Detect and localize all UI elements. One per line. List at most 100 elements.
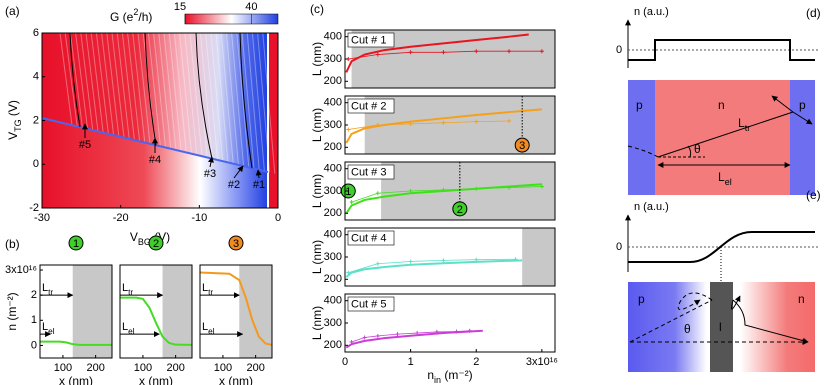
p-region <box>790 80 815 195</box>
y-tick-label: 400 <box>324 163 342 175</box>
data-point <box>474 186 479 191</box>
x-tick-label: 0 <box>342 356 348 368</box>
region-label: n <box>718 98 725 112</box>
frame <box>119 264 193 359</box>
profile <box>628 231 815 263</box>
panel-label: (c) <box>310 2 324 16</box>
label-part: L <box>202 321 208 333</box>
y-tick-label: 200 <box>324 273 342 285</box>
marker-label: 1 <box>73 238 79 250</box>
series-line <box>345 33 529 73</box>
data-point <box>375 191 380 196</box>
data-point <box>507 118 512 123</box>
stripe <box>158 32 172 149</box>
label-part: in <box>434 375 441 385</box>
stripe <box>90 32 104 133</box>
data-point <box>415 331 420 336</box>
region-label: n <box>798 292 805 306</box>
data-point <box>507 49 512 54</box>
region-label: p <box>799 98 806 112</box>
stripe <box>69 32 83 128</box>
x-tick-label: 200 <box>166 362 184 374</box>
data-point <box>349 200 354 205</box>
annotation-arrow <box>233 165 244 179</box>
y-tick-label: 3x10¹⁶ <box>5 264 37 276</box>
data-point <box>467 328 472 333</box>
length-label: Lel <box>122 321 135 336</box>
marker-label: 1 <box>345 186 351 198</box>
label-part: G (e <box>110 10 134 24</box>
map-region <box>268 33 278 208</box>
x-tick-label: -20 <box>113 212 129 224</box>
data-point <box>441 50 446 55</box>
stripe <box>95 32 109 134</box>
cut-label: Cut # 3 <box>351 166 386 178</box>
stripe <box>225 32 239 165</box>
marker-circle <box>452 201 468 217</box>
marker-label: 2 <box>153 238 159 250</box>
width-label: l <box>719 320 722 334</box>
label-part: L <box>202 282 208 294</box>
label-part: (V) <box>6 100 20 119</box>
label-part: L <box>42 321 48 333</box>
cut-label: Cut # 2 <box>351 100 386 112</box>
x-tick-label: 100 <box>214 362 232 374</box>
x-axis-label: nin (m⁻²) <box>427 368 472 385</box>
label-part: V <box>6 132 20 140</box>
label-part: tr <box>208 288 213 297</box>
frame <box>39 264 113 359</box>
stripe <box>205 32 219 161</box>
cut-label: Cut # 5 <box>351 298 386 310</box>
stripe <box>75 32 89 129</box>
annotation: #3 <box>204 168 216 180</box>
y-tick-label: 300 <box>324 185 342 197</box>
stripe <box>173 32 187 153</box>
data-point <box>474 257 479 262</box>
label-part: el <box>128 327 135 336</box>
cut-label-box <box>347 164 395 180</box>
y-tick-label: 400 <box>324 295 342 307</box>
data-point <box>346 270 351 275</box>
x-tick-label: 3x10¹⁶ <box>526 356 558 368</box>
data-point <box>454 329 459 334</box>
stripe <box>111 32 125 138</box>
series-line <box>345 183 542 214</box>
data-point <box>539 184 544 189</box>
label-part: L <box>42 282 48 294</box>
stripe <box>116 32 130 139</box>
annotation: #5 <box>79 139 91 151</box>
p-region <box>628 80 655 195</box>
marker-circle <box>514 137 530 153</box>
map-region <box>42 33 268 172</box>
stripe <box>210 32 224 162</box>
data-point <box>408 189 413 193</box>
stripe <box>184 32 198 156</box>
x-axis-label: x (nm) <box>59 374 93 385</box>
series-line <box>345 259 523 278</box>
y-axis-label: L (nm) <box>310 42 324 76</box>
series-line <box>345 108 542 144</box>
label-part: (m⁻²) <box>441 368 473 382</box>
stripe <box>101 32 115 136</box>
marker-circle <box>148 235 164 251</box>
label-part: BG <box>138 237 151 247</box>
map-region <box>42 118 268 208</box>
trajectory <box>677 292 713 310</box>
stripe <box>85 32 99 132</box>
y-axis-label: L (nm) <box>310 306 324 340</box>
y-tick-label: 200 <box>324 339 342 351</box>
y-tick-label: 300 <box>324 251 342 263</box>
y-tick-label: 2 <box>31 289 37 301</box>
stripe <box>220 32 234 164</box>
frame <box>199 264 273 359</box>
panel-label: (a) <box>5 4 20 18</box>
trajectory <box>627 145 659 158</box>
marker-circle <box>228 235 244 251</box>
trajectory <box>629 299 713 343</box>
cut-label: Cut # 4 <box>351 232 386 244</box>
annotation-arrow <box>207 156 214 168</box>
data-point <box>395 332 400 337</box>
trajectory <box>731 295 741 310</box>
y-tick-label: -2 <box>29 202 39 214</box>
colorbar-tick-label: 40 <box>245 1 257 13</box>
